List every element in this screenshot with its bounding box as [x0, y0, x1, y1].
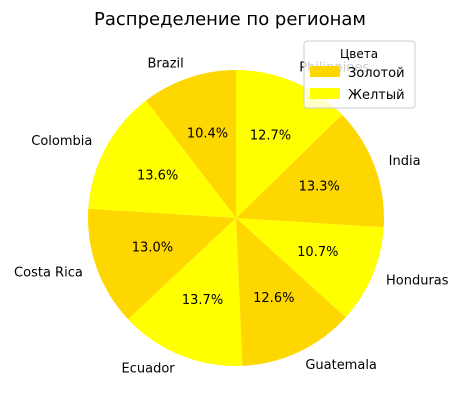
percent-labels: 10.4% 13.6% 13.0% 13.7% 12.6% 10.7% 13.3% 12.7% [132, 126, 340, 307]
pie-slice-ecuador [128, 218, 243, 367]
pie-slices [88, 70, 384, 367]
pie-slice-guatemala [236, 218, 346, 366]
legend-swatch-yellow [310, 88, 340, 99]
percent-label-costa-rica: 13.0% [132, 241, 173, 256]
legend-label-yellow: Желтый [348, 88, 405, 103]
legend: Цвета Золотой Желтый [303, 40, 416, 109]
pie-slice-honduras [236, 218, 384, 318]
percent-label-guatemala: 12.6% [253, 291, 294, 306]
legend-swatch-gold [310, 66, 340, 77]
category-label-brazil: Brazil [147, 56, 183, 71]
percent-label-honduras: 10.7% [297, 245, 338, 260]
category-label-india: India [389, 154, 421, 169]
percent-label-brazil: 10.4% [187, 126, 228, 141]
pie-slice-brazil [146, 70, 236, 218]
category-label-guatemala: Guatemala [305, 358, 377, 373]
category-label-colombia: Colombia [31, 134, 92, 149]
percent-label-philippines: 12.7% [250, 129, 291, 144]
chart-title: Распределение по регионам [94, 9, 366, 30]
pie-slice-costa-rica [88, 208, 237, 320]
category-label-ecuador: Ecuador [122, 361, 176, 376]
category-label-honduras: Honduras [386, 274, 449, 289]
percent-label-colombia: 13.6% [137, 169, 178, 184]
legend-label-gold: Золотой [348, 66, 405, 81]
pie-slice-colombia [88, 100, 236, 218]
category-label-costa-rica: Costa Rica [14, 266, 83, 281]
percent-label-india: 13.3% [299, 180, 340, 195]
legend-title: Цвета [340, 47, 378, 61]
pie-slice-india [236, 114, 384, 228]
percent-label-ecuador: 13.7% [182, 293, 223, 308]
